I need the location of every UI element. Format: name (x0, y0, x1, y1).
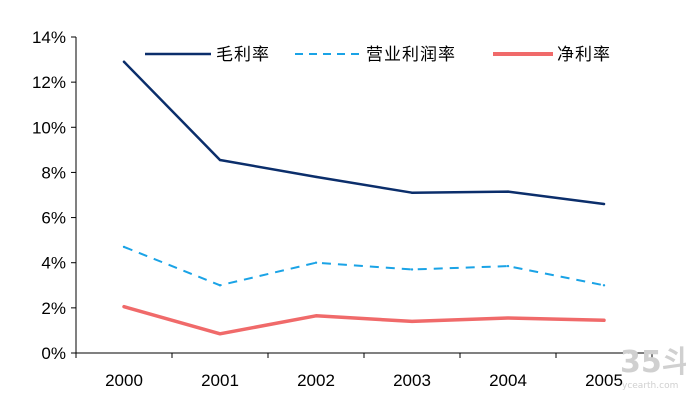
series-line-2 (122, 304, 606, 336)
y-tick-label: 14% (32, 28, 66, 47)
data-point (218, 158, 222, 162)
series-line-0 (122, 60, 606, 206)
y-tick-label: 4% (41, 254, 66, 273)
data-point (602, 284, 606, 287)
series-line-1 (123, 245, 605, 287)
x-tick-label: 2000 (105, 371, 143, 390)
y-tick-label: 12% (32, 73, 66, 92)
data-point (506, 190, 510, 193)
data-point (410, 320, 414, 323)
data-point (218, 332, 222, 336)
data-point (506, 316, 510, 320)
series-layer (122, 60, 606, 336)
data-point (218, 284, 222, 287)
legend: 毛利率 营业利润率 净利率 (145, 45, 611, 65)
data-point (122, 60, 126, 64)
legend-label-2: 净利率 (557, 45, 611, 65)
x-tick-label: 2005 (585, 371, 623, 390)
x-axis: 2000 2001 2002 2003 2004 2005 (75, 352, 653, 390)
x-tick-label: 2004 (489, 371, 527, 390)
data-point (314, 261, 318, 264)
watermark: 35斗 ycearth.com (620, 345, 686, 391)
data-point (506, 264, 510, 268)
data-point (314, 175, 318, 179)
y-tick-label: 6% (41, 209, 66, 228)
y-tick-label: 2% (41, 299, 66, 318)
data-point (122, 245, 126, 249)
data-point (314, 314, 318, 317)
legend-label-0: 毛利率 (216, 45, 270, 65)
watermark-main: 35斗 (620, 345, 686, 380)
y-axis: 0% 2% 4% 6% 8% 10% 12% 14% (32, 28, 77, 363)
data-point (122, 305, 126, 308)
data-point (410, 191, 414, 194)
x-tick-label: 2001 (201, 371, 239, 390)
y-tick-label: 8% (41, 163, 66, 182)
x-tick-label: 2002 (297, 371, 335, 390)
data-point (602, 202, 606, 206)
data-point (602, 319, 606, 322)
legend-label-1: 营业利润率 (366, 45, 456, 65)
x-tick-label: 2003 (393, 371, 431, 390)
watermark-sub: ycearth.com (622, 381, 678, 391)
data-point (410, 268, 414, 271)
y-tick-label: 0% (41, 344, 66, 363)
y-tick-label: 10% (32, 118, 66, 137)
